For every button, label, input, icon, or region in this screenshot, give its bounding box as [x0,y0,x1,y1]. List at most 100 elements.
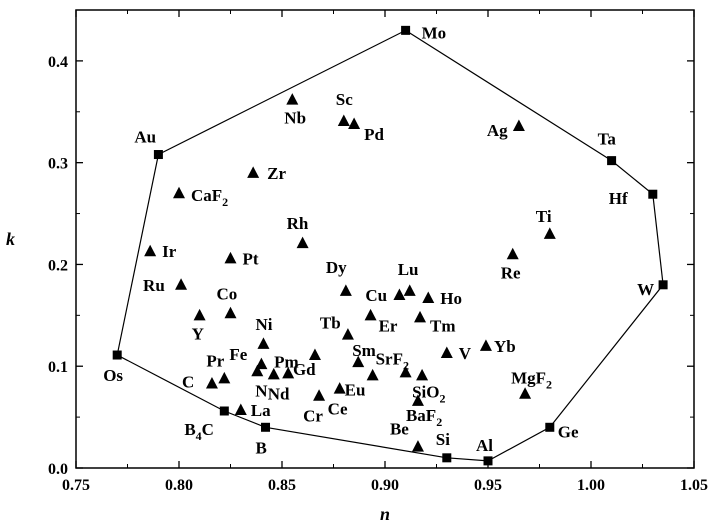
point-label-yb: Yb [494,337,516,356]
point-label-au: Au [134,128,156,147]
y-axis-title: k [6,229,15,249]
point-label-rh: Rh [287,214,309,233]
point-label-n: N [255,381,268,400]
triangle-marker-c [205,377,218,389]
y-tick-label: 0.0 [48,461,68,478]
triangle-marker-ni [257,337,270,349]
triangle-marker-yb [479,339,492,351]
x-tick-label: 0.95 [474,477,502,494]
x-tick-label: 0.90 [371,477,399,494]
triangle-marker-er [364,308,377,321]
point-label-nd: Nd [268,384,290,403]
x-tick-label: 1.05 [680,477,708,494]
point-label-cr: Cr [303,407,323,426]
point-label-cu: Cu [365,286,387,305]
x-tick-label: 0.80 [165,477,193,494]
triangle-marker-ru [175,278,188,290]
triangle-marker-ir [144,244,157,257]
triangle-marker-dy [339,284,352,296]
y-tick-label: 0.1 [48,359,68,376]
triangle-marker-cu [393,288,406,300]
triangle-marker-sc [337,114,350,126]
triangle-marker-gd [308,348,321,361]
triangle-marker-re [506,247,519,260]
triangle-marker-fe [255,357,268,370]
boundary-polygon [116,29,664,462]
square-marker-os [112,350,122,360]
point-label-sm: Sm [352,341,376,360]
data-markers [112,25,668,466]
triangle-marker-pt [224,251,237,264]
point-label-v: V [459,344,472,363]
point-label-pd: Pd [364,125,384,144]
axes: 0.75 0.80 0.85 0.90 0.95 1.00 1.05 0.0 0.1 0.2 0.3… [48,9,708,494]
triangle-marker-pd [348,117,361,129]
square-marker-si [442,453,452,463]
square-marker-b4c [219,406,229,416]
point-label-y: Y [192,324,204,343]
point-label-si: Si [436,430,450,449]
point-label-ti: Ti [536,207,552,226]
point-label-caf2: CaF2 [191,186,228,209]
point-label-la: La [251,401,271,420]
point-label-w: W [637,280,654,299]
triangle-marker-ag [512,119,525,132]
point-label-os: Os [103,366,123,385]
triangle-marker-sm [352,355,365,368]
x-tick-label: 1.00 [577,477,605,494]
triangle-marker-y [193,308,206,321]
triangle-marker-cr [313,389,326,401]
point-label-ir: Ir [162,242,177,261]
point-label-srf2: SrF2 [376,349,409,372]
triangle-marker-co [224,306,237,319]
square-marker-w [658,280,668,290]
point-label-mo: Mo [422,23,447,42]
triangle-marker-nb [286,93,299,105]
point-label-er: Er [379,316,398,335]
point-label-b4c: B4C [184,420,214,443]
point-label-be: Be [390,420,409,439]
point-label-re: Re [501,263,521,282]
point-label-c: C [182,373,194,392]
point-label-sio2: SiO2 [412,382,445,405]
point-label-lu: Lu [398,260,419,279]
triangle-marker-la [234,403,247,415]
point-label-nb: Nb [284,109,306,128]
triangle-marker-be [411,440,424,452]
point-label-dy: Dy [326,258,347,277]
point-label-mgf2: MgF2 [511,369,552,392]
point-label-zr: Zr [267,164,286,183]
triangle-marker-tm [414,310,427,323]
square-marker-ge [545,422,555,432]
square-marker-b [261,422,271,432]
point-label-ho: Ho [440,289,462,308]
point-label-gd: Gd [293,360,316,379]
triangle-marker-caf2 [173,186,185,199]
square-marker-mo [401,25,411,35]
point-label-pt: Pt [243,249,259,268]
triangle-marker-ce [333,382,346,394]
triangle-marker-srf2 [399,365,412,378]
point-label-tm: Tm [430,316,456,335]
point-label-co: Co [217,284,238,303]
triangle-marker-tb [341,328,354,340]
triangle-marker-ho [422,291,435,304]
point-label-ni: Ni [255,315,272,334]
triangle-marker-lu [403,284,416,296]
boundary-line [116,29,664,462]
square-marker-al [483,456,493,466]
point-label-pr: Pr [206,351,224,370]
square-marker-ta [607,156,617,166]
y-tick-label: 0.3 [48,156,68,173]
point-label-ru: Ru [143,276,165,295]
square-marker-au [153,150,163,160]
point-label-al: Al [476,436,493,455]
triangle-marker-eu [366,368,379,381]
triangle-marker-mgf2 [519,387,532,399]
square-marker-hf [648,189,658,199]
triangle-marker-pm [282,366,295,379]
plot-frame [75,9,695,469]
triangle-marker-pr [218,371,231,384]
point-label-baf2: BaF2 [406,406,442,429]
point-label-fe: Fe [229,345,247,364]
